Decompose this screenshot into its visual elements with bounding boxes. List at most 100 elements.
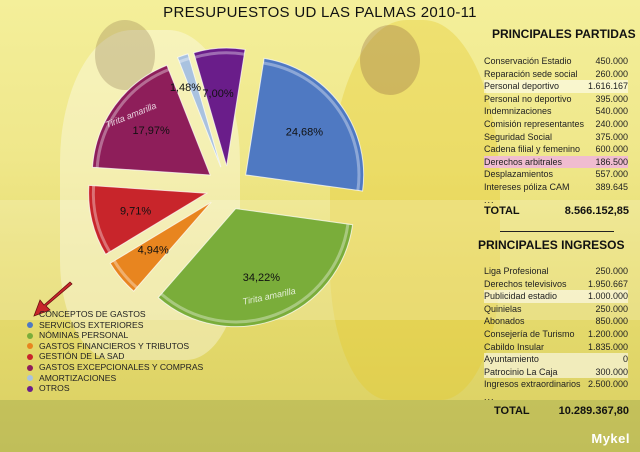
ingresos-row: ... — [484, 391, 628, 404]
pie-slice-highlight — [91, 185, 111, 253]
section-divider — [500, 231, 614, 232]
legend-item: AMORTIZACIONES — [26, 373, 203, 384]
partidas-row: Cadena filial y femenino 600.000 — [484, 143, 628, 156]
pie-slice — [193, 47, 246, 167]
legend-label: GESTIÓN DE LA SAD — [39, 351, 125, 362]
pie-slice-label: 7,00% — [202, 88, 233, 100]
ingresos-row-label: Publicidad estadio — [484, 291, 558, 302]
ingresos-table: Liga Profesional 250.000 Derechos televisi… — [484, 265, 628, 404]
partidas-total-label: TOTAL — [484, 205, 520, 217]
pie-slice-label: 24,68% — [286, 126, 324, 138]
partidas-row-value: 395.000 — [595, 93, 628, 104]
legend-item: OTROS — [26, 383, 203, 394]
partidas-row-label: Personal deportivo — [484, 81, 560, 92]
ingresos-row-value: 300.000 — [595, 366, 628, 377]
page-title: PRESUPUESTOS UD LAS PALMAS 2010-11 — [163, 4, 477, 21]
partidas-heading: PRINCIPALES PARTIDAS — [492, 27, 636, 41]
pie-slice — [91, 64, 211, 176]
partidas-row-label: Conservación Estadio — [484, 56, 572, 66]
partidas-row-label: Reparación sede social — [484, 68, 578, 79]
pointer-arrow-icon — [33, 281, 73, 317]
ingresos-row: Patrocinio La Caja 300.000 — [484, 365, 628, 379]
partidas-row-value: 375.000 — [595, 131, 628, 142]
legend-item: GASTOS EXCEPCIONALES Y COMPRAS — [26, 362, 203, 373]
ingresos-row: Liga Profesional 250.000 — [484, 265, 628, 278]
pie-slice — [88, 184, 209, 255]
partidas-row: Conservación Estadio 450.000 — [484, 55, 628, 68]
partidas-row: Comisión representantes 240.000 — [484, 118, 628, 131]
pie-slice — [245, 57, 365, 192]
pie-slice-highlight — [263, 61, 361, 191]
partidas-row: Reparación sede social 260.000 — [484, 68, 628, 81]
partidas-row-value: 389.645 — [595, 181, 628, 192]
pie-slice-highlight — [178, 56, 190, 64]
partidas-row: Derechos arbitrales 186.500 — [484, 155, 628, 169]
legend-swatch — [27, 343, 33, 350]
partidas-row-label: Derechos arbitrales — [484, 156, 563, 167]
partidas-row-value: 600.000 — [595, 144, 628, 155]
ingresos-row-value: 2.500.000 — [587, 379, 628, 390]
partidas-row: Desplazamientos 557.000 — [484, 168, 628, 181]
partidas-row-label: Cadena filial y femenino — [484, 144, 581, 155]
ingresos-row-label: Liga Profesional — [484, 266, 549, 276]
ingresos-row-label: Derechos televisivos — [484, 278, 567, 289]
ingresos-row: Cabildo Insular 1.835.000 — [484, 341, 628, 354]
legend-item: NÓMINAS PERSONAL — [26, 330, 203, 341]
ingresos-heading: PRINCIPALES INGRESOS — [478, 238, 625, 252]
pie-slice-label: 17,97% — [132, 125, 170, 137]
partidas-row-value: 240.000 — [595, 118, 628, 129]
ingresos-row-value: 850.000 — [595, 316, 628, 327]
ingresos-row-value: 250.000 — [595, 303, 628, 314]
ingresos-row: Derechos televisivos 1.950.667 — [484, 278, 628, 291]
author-signature: Mykel — [591, 431, 630, 446]
legend-header: CONCEPTOS DE GASTOS — [39, 309, 146, 319]
pie-slice — [157, 208, 354, 328]
ingresos-row: Publicidad estadio 1.000.000 — [484, 290, 628, 303]
ingresos-total-value: 10.289.367,80 — [558, 405, 629, 417]
partidas-row: Seguridad Social 375.000 — [484, 131, 628, 144]
ingresos-row-label: Ingresos extraordinarios — [484, 379, 581, 390]
ingresos-row: Consejería de Turismo 1.200.000 — [484, 328, 628, 341]
partidas-total-value: 8.566.152,85 — [564, 205, 629, 217]
ingresos-row-value: 250.000 — [595, 266, 628, 276]
pie-slice-label: 34,22% — [243, 272, 281, 284]
ingresos-row-label: Abonados — [484, 316, 525, 327]
partidas-row-value: 540.000 — [595, 106, 628, 117]
pie-slice — [109, 201, 212, 292]
ingresos-row-value: 1.835.000 — [587, 341, 628, 352]
ingresos-row-value: 1.950.667 — [587, 278, 628, 289]
legend-swatch — [27, 375, 33, 382]
partidas-row-value: 557.000 — [595, 169, 628, 180]
ingresos-row-value: 0 — [622, 354, 628, 365]
legend-swatch — [27, 332, 33, 339]
partidas-row-label: Desplazamientos — [484, 169, 554, 180]
legend-label: GASTOS EXCEPCIONALES Y COMPRAS — [39, 361, 204, 372]
pie-slice-label: 1,48% — [170, 82, 201, 94]
ingresos-row-label: Ayuntamiento — [484, 354, 539, 365]
partidas-row-value: 260.000 — [595, 68, 628, 79]
partidas-row-value: 186.500 — [595, 156, 628, 167]
legend-label: GASTOS FINANCIEROS Y TRIBUTOS — [39, 340, 190, 351]
pie-slice-highlight — [194, 51, 245, 59]
legend-swatch — [27, 353, 33, 360]
legend-label: AMORTIZACIONES — [39, 372, 117, 383]
partidas-row: Personal deportivo 1.616.167 — [484, 80, 628, 93]
legend-swatch — [27, 364, 33, 371]
partidas-row-label: ... — [484, 194, 495, 205]
ingresos-row-label: Consejería de Turismo — [484, 328, 575, 339]
partidas-row-label: Intereses póliza CAM — [484, 181, 570, 192]
ingresos-row: Ingresos extraordinarios 2.500.000 — [484, 378, 628, 391]
partidas-row-label: Indemnizaciones — [484, 106, 552, 117]
partidas-row: Personal no deportivo 395.000 — [484, 93, 628, 106]
partidas-row-value: 450.000 — [595, 56, 628, 66]
legend-label: OTROS — [39, 383, 70, 394]
legend-item: GESTIÓN DE LA SAD — [26, 351, 203, 362]
pie-slice-highlight — [160, 223, 350, 324]
legend-item: SERVICIOS EXTERIORES — [26, 320, 203, 331]
partidas-row: Intereses póliza CAM 389.645 — [484, 181, 628, 194]
ingresos-row: Quinielas 250.000 — [484, 303, 628, 316]
chart-legend: CONCEPTOS DE GASTOS SERVICIOS EXTERIORES N… — [26, 309, 203, 394]
background-figure-right — [330, 20, 500, 400]
background-head-right — [360, 25, 420, 95]
